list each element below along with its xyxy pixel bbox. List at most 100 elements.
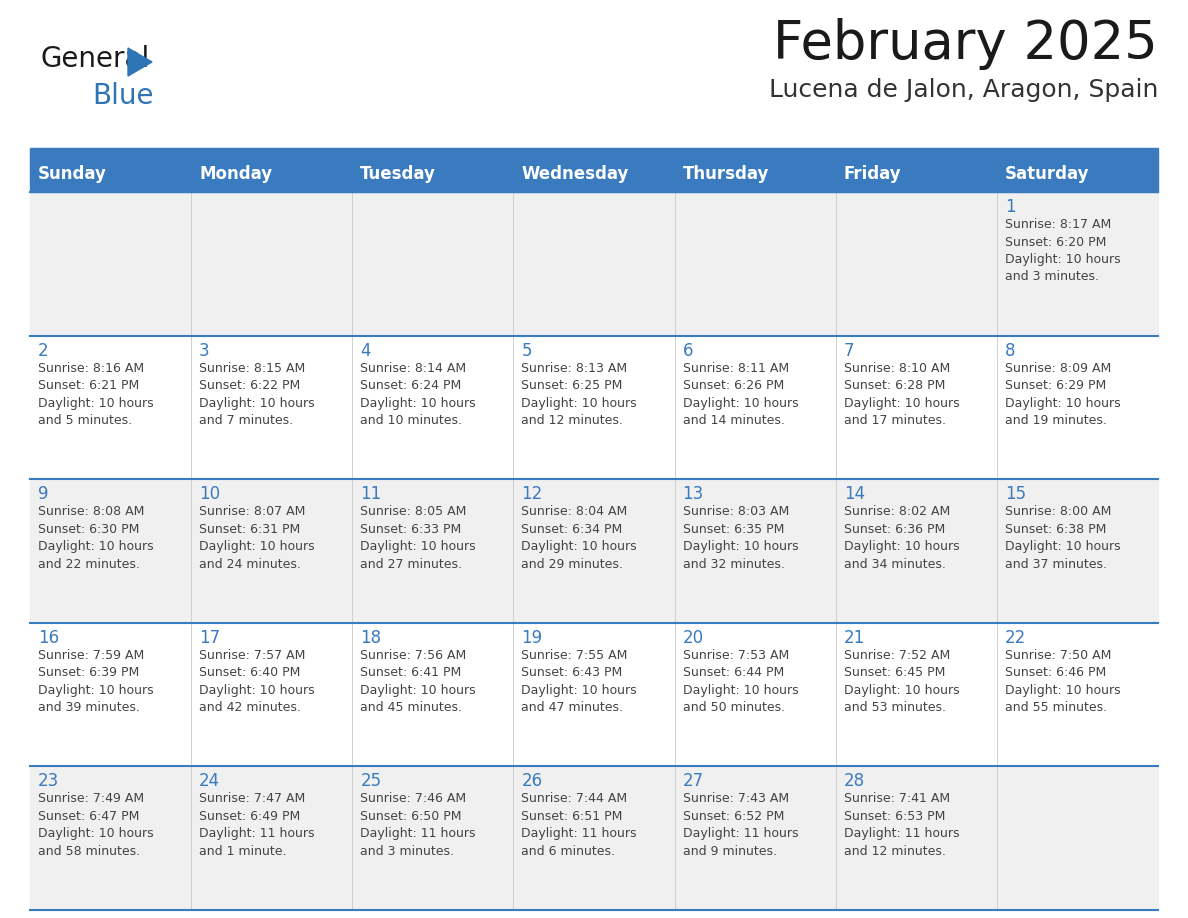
Text: Sunset: 6:41 PM: Sunset: 6:41 PM — [360, 666, 461, 679]
Text: Sunrise: 7:59 AM: Sunrise: 7:59 AM — [38, 649, 144, 662]
Text: 11: 11 — [360, 486, 381, 503]
Text: Sunrise: 7:43 AM: Sunrise: 7:43 AM — [683, 792, 789, 805]
Text: Daylight: 10 hours: Daylight: 10 hours — [360, 684, 476, 697]
Text: 9: 9 — [38, 486, 49, 503]
Text: Sunset: 6:24 PM: Sunset: 6:24 PM — [360, 379, 461, 392]
Text: and 29 minutes.: and 29 minutes. — [522, 558, 624, 571]
Text: 28: 28 — [843, 772, 865, 790]
Text: Sunrise: 8:04 AM: Sunrise: 8:04 AM — [522, 505, 627, 518]
Text: and 14 minutes.: and 14 minutes. — [683, 414, 784, 427]
Text: 25: 25 — [360, 772, 381, 790]
Text: and 7 minutes.: and 7 minutes. — [200, 414, 293, 427]
Text: and 10 minutes.: and 10 minutes. — [360, 414, 462, 427]
Text: Daylight: 10 hours: Daylight: 10 hours — [1005, 684, 1120, 697]
Text: 27: 27 — [683, 772, 703, 790]
Text: Daylight: 10 hours: Daylight: 10 hours — [1005, 253, 1120, 266]
Text: Daylight: 11 hours: Daylight: 11 hours — [360, 827, 475, 840]
Text: February 2025: February 2025 — [773, 18, 1158, 70]
Text: and 45 minutes.: and 45 minutes. — [360, 701, 462, 714]
Text: and 37 minutes.: and 37 minutes. — [1005, 558, 1107, 571]
Text: 4: 4 — [360, 341, 371, 360]
Bar — [30, 336, 1158, 479]
Text: and 47 minutes.: and 47 minutes. — [522, 701, 624, 714]
Text: and 55 minutes.: and 55 minutes. — [1005, 701, 1107, 714]
Text: Daylight: 10 hours: Daylight: 10 hours — [683, 397, 798, 409]
Text: Sunset: 6:46 PM: Sunset: 6:46 PM — [1005, 666, 1106, 679]
Text: 13: 13 — [683, 486, 703, 503]
Text: Sunset: 6:43 PM: Sunset: 6:43 PM — [522, 666, 623, 679]
Text: Sunrise: 7:44 AM: Sunrise: 7:44 AM — [522, 792, 627, 805]
Text: and 9 minutes.: and 9 minutes. — [683, 845, 777, 858]
Text: 21: 21 — [843, 629, 865, 647]
Text: 2: 2 — [38, 341, 49, 360]
Text: Sunrise: 8:00 AM: Sunrise: 8:00 AM — [1005, 505, 1111, 518]
Text: Sunset: 6:34 PM: Sunset: 6:34 PM — [522, 522, 623, 536]
Text: Sunset: 6:38 PM: Sunset: 6:38 PM — [1005, 522, 1106, 536]
Text: Sunset: 6:35 PM: Sunset: 6:35 PM — [683, 522, 784, 536]
Text: 22: 22 — [1005, 629, 1026, 647]
Text: Sunrise: 8:07 AM: Sunrise: 8:07 AM — [200, 505, 305, 518]
Text: Tuesday: Tuesday — [360, 165, 436, 183]
Text: 6: 6 — [683, 341, 693, 360]
Text: Daylight: 10 hours: Daylight: 10 hours — [522, 397, 637, 409]
Text: Friday: Friday — [843, 165, 902, 183]
Text: 18: 18 — [360, 629, 381, 647]
Text: Sunrise: 8:16 AM: Sunrise: 8:16 AM — [38, 362, 144, 375]
Text: Daylight: 10 hours: Daylight: 10 hours — [360, 397, 476, 409]
Text: Daylight: 10 hours: Daylight: 10 hours — [38, 397, 153, 409]
Text: Saturday: Saturday — [1005, 165, 1089, 183]
Text: Sunrise: 8:05 AM: Sunrise: 8:05 AM — [360, 505, 467, 518]
Text: Daylight: 11 hours: Daylight: 11 hours — [522, 827, 637, 840]
Text: Daylight: 10 hours: Daylight: 10 hours — [1005, 540, 1120, 554]
Text: Sunrise: 7:53 AM: Sunrise: 7:53 AM — [683, 649, 789, 662]
Text: Sunrise: 8:08 AM: Sunrise: 8:08 AM — [38, 505, 145, 518]
Text: 1: 1 — [1005, 198, 1016, 216]
Text: Sunset: 6:28 PM: Sunset: 6:28 PM — [843, 379, 946, 392]
Text: 8: 8 — [1005, 341, 1016, 360]
Text: Daylight: 10 hours: Daylight: 10 hours — [200, 540, 315, 554]
Text: Daylight: 10 hours: Daylight: 10 hours — [843, 397, 960, 409]
Bar — [30, 767, 1158, 910]
Text: Daylight: 10 hours: Daylight: 10 hours — [360, 540, 476, 554]
Text: Daylight: 10 hours: Daylight: 10 hours — [843, 684, 960, 697]
Text: Sunrise: 7:49 AM: Sunrise: 7:49 AM — [38, 792, 144, 805]
Text: and 42 minutes.: and 42 minutes. — [200, 701, 301, 714]
Text: Sunrise: 7:46 AM: Sunrise: 7:46 AM — [360, 792, 467, 805]
Text: 10: 10 — [200, 486, 220, 503]
Text: Monday: Monday — [200, 165, 272, 183]
Text: Daylight: 10 hours: Daylight: 10 hours — [1005, 397, 1120, 409]
Text: Sunrise: 7:47 AM: Sunrise: 7:47 AM — [200, 792, 305, 805]
Text: General: General — [40, 45, 150, 73]
Text: Sunrise: 8:10 AM: Sunrise: 8:10 AM — [843, 362, 950, 375]
Bar — [30, 148, 1158, 156]
Text: Daylight: 10 hours: Daylight: 10 hours — [843, 540, 960, 554]
Text: and 27 minutes.: and 27 minutes. — [360, 558, 462, 571]
Text: 16: 16 — [38, 629, 59, 647]
Text: Daylight: 10 hours: Daylight: 10 hours — [522, 684, 637, 697]
Text: and 39 minutes.: and 39 minutes. — [38, 701, 140, 714]
Text: Sunset: 6:52 PM: Sunset: 6:52 PM — [683, 810, 784, 823]
Text: Daylight: 10 hours: Daylight: 10 hours — [200, 684, 315, 697]
Text: Sunset: 6:26 PM: Sunset: 6:26 PM — [683, 379, 784, 392]
Text: Sunrise: 8:03 AM: Sunrise: 8:03 AM — [683, 505, 789, 518]
Text: Sunset: 6:40 PM: Sunset: 6:40 PM — [200, 666, 301, 679]
Text: Sunset: 6:33 PM: Sunset: 6:33 PM — [360, 522, 461, 536]
Text: Sunset: 6:53 PM: Sunset: 6:53 PM — [843, 810, 946, 823]
Text: Sunrise: 8:15 AM: Sunrise: 8:15 AM — [200, 362, 305, 375]
Text: 24: 24 — [200, 772, 220, 790]
Text: 23: 23 — [38, 772, 59, 790]
Text: and 22 minutes.: and 22 minutes. — [38, 558, 140, 571]
Text: Sunset: 6:39 PM: Sunset: 6:39 PM — [38, 666, 139, 679]
Text: Sunrise: 8:17 AM: Sunrise: 8:17 AM — [1005, 218, 1111, 231]
Text: Sunset: 6:31 PM: Sunset: 6:31 PM — [200, 522, 301, 536]
Text: Thursday: Thursday — [683, 165, 769, 183]
Text: 20: 20 — [683, 629, 703, 647]
Text: Sunset: 6:25 PM: Sunset: 6:25 PM — [522, 379, 623, 392]
Text: 7: 7 — [843, 341, 854, 360]
Text: and 58 minutes.: and 58 minutes. — [38, 845, 140, 858]
Text: Sunset: 6:50 PM: Sunset: 6:50 PM — [360, 810, 462, 823]
Text: and 1 minute.: and 1 minute. — [200, 845, 286, 858]
Text: and 3 minutes.: and 3 minutes. — [360, 845, 454, 858]
Text: Sunset: 6:49 PM: Sunset: 6:49 PM — [200, 810, 301, 823]
Text: and 50 minutes.: and 50 minutes. — [683, 701, 785, 714]
